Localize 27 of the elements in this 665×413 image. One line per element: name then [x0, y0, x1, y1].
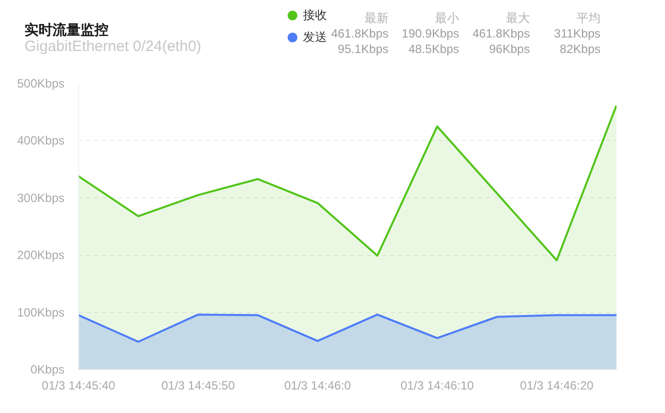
text: 95.1Kbps — [338, 42, 389, 56]
text: 311Kbps — [554, 26, 600, 40]
text: 96Kbps — [489, 42, 530, 56]
x-tick-label: 01/3 14:45:40 — [42, 378, 116, 392]
y-tick-label: 200Kbps — [17, 248, 64, 262]
text: 最新 — [364, 11, 388, 25]
text: 最大 — [506, 11, 530, 25]
y-tick-label: 0Kbps — [30, 362, 65, 376]
legend-label: 接收 — [303, 6, 327, 24]
chart-subtitle: GigabitEthernet 0/24(eth0) — [24, 38, 202, 55]
x-tick-label: 01/3 14:45:50 — [161, 378, 236, 392]
y-tick-label: 100Kbps — [17, 305, 64, 320]
y-tick-label: 500Kbps — [17, 76, 64, 90]
text: 最小 — [435, 11, 460, 25]
y-tick-label: 300Kbps — [17, 190, 64, 205]
text: 461.8Kbps — [331, 26, 389, 40]
x-tick-label: 01/3 14:46:10 — [400, 378, 474, 392]
x-tick-label: 01/3 14:46:0 — [284, 378, 352, 392]
legend-label: 发送 — [303, 28, 327, 46]
text: 平均 — [576, 11, 600, 25]
text: 48.5Kbps — [408, 42, 460, 56]
chart-title: 实时流量监控 — [24, 22, 108, 38]
text: 82Kbps — [560, 42, 601, 56]
x-tick-label: 01/3 14:46:20 — [520, 378, 594, 392]
text: 190.9Kbps — [402, 26, 460, 40]
y-tick-label: 400Kbps — [17, 134, 64, 148]
text: 461.8Kbps — [472, 26, 530, 40]
